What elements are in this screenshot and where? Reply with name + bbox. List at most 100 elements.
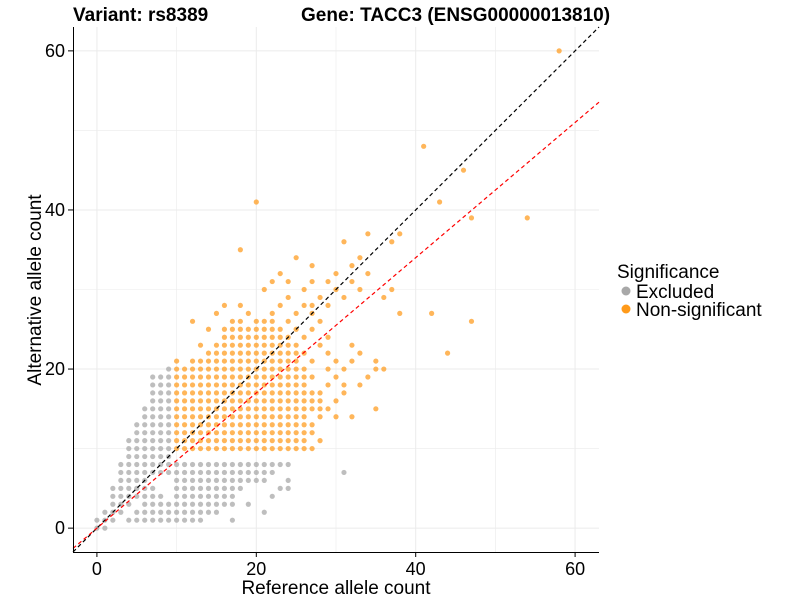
data-point	[150, 453, 156, 460]
data-point	[205, 485, 212, 491]
data-point	[181, 461, 188, 468]
data-point	[349, 358, 355, 364]
data-point	[285, 342, 291, 348]
data-point	[269, 430, 275, 436]
data-point	[221, 445, 228, 452]
data-point	[277, 422, 283, 428]
data-point	[189, 469, 196, 476]
x-axis-title: Reference allele count	[241, 578, 431, 599]
data-point	[237, 350, 243, 356]
data-point	[189, 485, 196, 491]
data-point	[229, 493, 235, 499]
data-point	[317, 414, 323, 420]
data-point	[166, 414, 172, 420]
data-point	[213, 438, 220, 444]
data-point	[460, 167, 467, 173]
data-point	[213, 366, 220, 372]
data-point	[317, 390, 323, 396]
data-point	[357, 350, 363, 356]
data-point	[150, 461, 156, 468]
data-point	[261, 374, 267, 380]
data-point	[213, 414, 220, 420]
data-point	[158, 430, 164, 436]
data-point	[181, 366, 188, 372]
data-point	[261, 286, 267, 293]
data-point	[166, 517, 172, 523]
data-point	[325, 382, 331, 388]
data-point	[166, 509, 172, 515]
data-point	[142, 493, 148, 499]
data-point	[189, 414, 196, 420]
data-point	[142, 414, 148, 420]
data-point	[237, 438, 243, 444]
data-point	[174, 422, 180, 428]
data-point	[261, 422, 267, 428]
data-point	[285, 438, 291, 444]
data-point	[229, 422, 235, 428]
data-point	[213, 461, 220, 468]
data-point	[269, 366, 275, 372]
x-tick-label: 20	[246, 559, 266, 579]
data-point	[229, 382, 235, 388]
x-tick-label: 0	[92, 559, 102, 579]
data-point	[325, 278, 331, 285]
data-point	[110, 493, 116, 499]
data-point	[134, 461, 140, 468]
data-point	[373, 406, 379, 412]
data-point	[277, 485, 283, 491]
data-point	[341, 382, 347, 388]
data-point	[349, 278, 355, 285]
data-point	[221, 374, 228, 380]
data-point	[245, 358, 251, 364]
data-point	[205, 509, 212, 515]
data-point	[166, 366, 172, 372]
data-point	[261, 382, 267, 388]
data-point	[293, 414, 299, 420]
data-point	[221, 430, 228, 436]
data-point	[221, 414, 228, 420]
data-point	[205, 326, 212, 332]
data-point	[269, 493, 275, 499]
data-point	[444, 350, 451, 356]
data-point	[381, 294, 387, 301]
data-point	[285, 485, 291, 491]
axes: 0 20 40 60 0 20 40 60	[45, 27, 599, 579]
data-point	[126, 438, 132, 444]
data-point	[158, 390, 164, 396]
data-point	[269, 334, 275, 340]
data-point	[205, 477, 212, 484]
data-point	[285, 366, 291, 372]
data-point	[229, 406, 235, 412]
series-non-significant	[174, 48, 562, 452]
data-point	[325, 334, 331, 340]
data-point	[277, 461, 283, 468]
data-point	[197, 414, 204, 420]
data-point	[158, 501, 164, 507]
data-point	[261, 390, 267, 396]
data-point	[245, 390, 251, 396]
data-point	[189, 398, 196, 404]
data-point	[213, 430, 220, 436]
data-point	[309, 390, 315, 396]
data-point	[253, 358, 259, 364]
y-ticks: 0 20 40 60	[45, 41, 73, 538]
data-point	[245, 469, 251, 476]
data-point	[237, 469, 243, 476]
data-point	[142, 509, 148, 515]
data-point	[229, 350, 235, 356]
data-point	[269, 461, 275, 468]
data-point	[181, 445, 188, 452]
data-point	[229, 501, 235, 507]
data-point	[301, 390, 307, 396]
data-point	[277, 390, 283, 396]
data-point	[245, 326, 251, 332]
data-point	[205, 406, 212, 412]
data-point	[205, 398, 212, 404]
data-point	[317, 294, 323, 301]
data-point	[285, 461, 291, 468]
data-point	[261, 398, 267, 404]
data-point	[213, 310, 220, 316]
data-point	[174, 477, 180, 484]
data-point	[277, 445, 283, 452]
data-point	[389, 239, 395, 245]
